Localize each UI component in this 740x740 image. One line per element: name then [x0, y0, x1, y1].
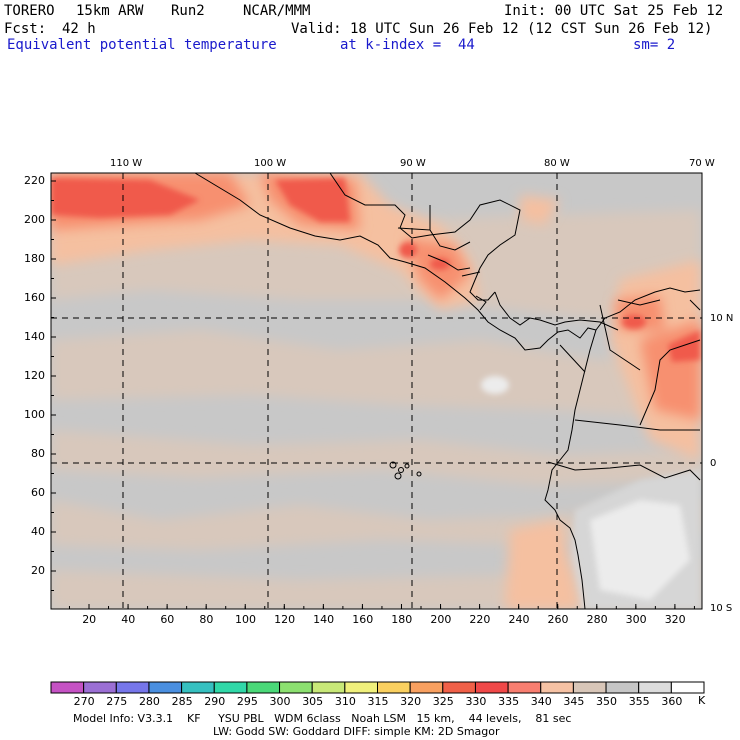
- lon-label-70w: 70 W: [689, 158, 715, 169]
- y-tick-label: 200: [24, 213, 45, 226]
- y-tick-label: 160: [24, 291, 45, 304]
- colorbar-value-label: 320: [400, 695, 422, 708]
- colorbar-swatch: [605, 681, 640, 694]
- colorbar-value-label: 300: [269, 695, 291, 708]
- colorbar-swatch: [83, 681, 117, 694]
- lat-label-0: 0: [710, 458, 717, 469]
- lon-label-110w: 110 W: [110, 158, 143, 169]
- x-tick-label: 140: [313, 613, 335, 626]
- graticule: [51, 173, 702, 609]
- x-tick-label: 300: [625, 613, 647, 626]
- model-info-line2: LW: Godd SW: Goddard DIFF: simple KM: 2D…: [213, 725, 500, 738]
- lon-label-100w: 100 W: [254, 158, 287, 169]
- colorbar-value-label: 360: [661, 695, 683, 708]
- x-tick-label: 240: [508, 613, 530, 626]
- init-time: Init: 00 UTC Sat 25 Feb 12: [504, 3, 724, 19]
- y-tick-label: 40: [31, 525, 45, 538]
- colorbar-value-label: 345: [563, 695, 585, 708]
- model-name: TORERO: [4, 3, 55, 19]
- model-resolution: 15km ARW: [76, 3, 144, 19]
- white-areas: [481, 376, 690, 600]
- field-level: at k-index = 44: [340, 37, 475, 53]
- run-label: Run2: [171, 3, 205, 19]
- colorbar-value-label: 280: [138, 695, 160, 708]
- y-tick-label: 180: [24, 252, 45, 265]
- coastlines: [194, 173, 701, 609]
- colorbar: [50, 681, 705, 694]
- x-tick-label: 200: [430, 613, 452, 626]
- colorbar-swatch: [148, 681, 183, 694]
- lon-label-90w: 90 W: [400, 158, 426, 169]
- y-tick-label: 60: [31, 486, 45, 499]
- colorbar-value-label: 330: [465, 695, 487, 708]
- lon-label-80w: 80 W: [544, 158, 570, 169]
- lat-label-10s: 10 S: [710, 603, 733, 614]
- colorbar-swatch: [115, 681, 150, 694]
- colorbar-value-label: 315: [367, 695, 389, 708]
- axis-ticks: [51, 180, 695, 609]
- colorbar-value-label: 270: [73, 695, 95, 708]
- x-tick-label: 320: [664, 613, 686, 626]
- colorbar-swatch: [377, 681, 411, 694]
- x-tick-label: 160: [352, 613, 374, 626]
- y-tick-label: 220: [24, 174, 45, 187]
- x-tick-label: 220: [469, 613, 491, 626]
- forecast-label: Fcst:: [4, 21, 47, 37]
- colorbar-value-label: 290: [204, 695, 226, 708]
- x-tick-label: 280: [586, 613, 608, 626]
- red-areas: [51, 178, 700, 362]
- shaded-field: [51, 173, 702, 609]
- y-tick-label: 20: [31, 564, 45, 577]
- y-tick-label: 80: [31, 447, 45, 460]
- forecast-hours: 42 h: [62, 21, 96, 37]
- x-tick-label: 180: [391, 613, 413, 626]
- colorbar-value-label: 275: [106, 695, 128, 708]
- x-tick-label: 40: [121, 613, 136, 626]
- model-info-line1: Model Info: V3.3.1 KF YSU PBL WDM 6class…: [73, 712, 572, 725]
- colorbar-swatch: [474, 681, 509, 694]
- colorbar-swatch: [246, 681, 281, 694]
- colorbar-swatch: [442, 681, 476, 694]
- lat-label-10n: 10 N: [710, 313, 734, 324]
- y-tick-label: 140: [24, 330, 45, 343]
- y-tick-label: 120: [24, 369, 45, 382]
- colorbar-unit: K: [698, 694, 706, 707]
- colorbar-value-label: 340: [530, 695, 552, 708]
- colorbar-value-label: 350: [596, 695, 618, 708]
- colorbar-value-label: 295: [236, 695, 258, 708]
- colorbar-swatch: [181, 681, 215, 694]
- colorbar-swatch: [507, 681, 542, 694]
- field-name: Equivalent potential temperature: [7, 37, 277, 53]
- colorbar-swatch: [50, 681, 85, 694]
- colorbar-swatch: [409, 681, 444, 694]
- colorbar-swatch: [311, 681, 346, 694]
- y-tick-label: 100: [24, 408, 45, 421]
- colorbar-value-label: 355: [628, 695, 650, 708]
- colorbar-value-label: 310: [334, 695, 356, 708]
- x-tick-label: 20: [82, 613, 97, 626]
- x-tick-label: 120: [274, 613, 296, 626]
- colorbar-value-label: 325: [432, 695, 454, 708]
- colorbar-swatch: [670, 681, 705, 694]
- x-tick-label: 60: [160, 613, 175, 626]
- valid-time: Valid: 18 UTC Sun 26 Feb 12 (12 CST Sun …: [291, 21, 713, 37]
- smoothing: sm= 2: [633, 37, 676, 53]
- organization: NCAR/MMM: [243, 3, 311, 19]
- map-frame: [50, 172, 703, 610]
- colorbar-swatch: [540, 681, 574, 694]
- colorbar-swatch: [638, 681, 672, 694]
- x-tick-label: 80: [199, 613, 214, 626]
- colorbar-value-label: 285: [171, 695, 193, 708]
- colorbar-swatch: [279, 681, 313, 694]
- colorbar-value-label: 305: [302, 695, 324, 708]
- colorbar-value-label: 335: [498, 695, 520, 708]
- colorbar-swatch: [572, 681, 607, 694]
- x-tick-label: 100: [235, 613, 257, 626]
- colorbar-swatch: [213, 681, 248, 694]
- colorbar-swatch: [344, 681, 379, 694]
- x-tick-label: 260: [547, 613, 569, 626]
